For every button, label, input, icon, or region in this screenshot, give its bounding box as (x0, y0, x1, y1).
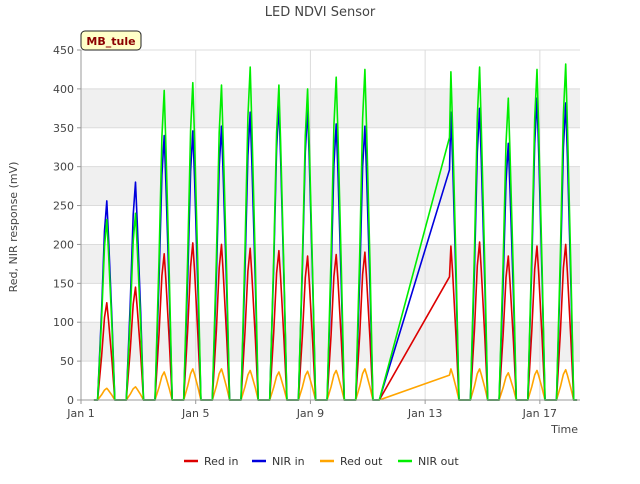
x-tick-label: Jan 17 (522, 407, 557, 420)
series-line-red-out (93, 368, 578, 401)
y-tick-label: 250 (53, 200, 74, 213)
y-tick-labels: 0 50 100 150 200 250 300 350 400 450 (53, 44, 81, 407)
y-tick-label: 0 (67, 394, 74, 407)
plot-band (81, 88, 580, 128)
x-tick-labels: Jan 1 Jan 5 Jan 9 Jan 13 Jan 17 (66, 400, 557, 420)
chart-title: LED NDVI Sensor (265, 5, 376, 20)
series-lines (93, 63, 578, 401)
legend-label: NIR in (272, 455, 305, 468)
legend-label: Red out (340, 455, 383, 468)
series-line-nir-out (93, 63, 578, 401)
legend: Red in NIR in Red out NIR out (184, 455, 459, 468)
axes (80, 50, 580, 401)
y-tick-label: 100 (53, 316, 74, 329)
x-tick-label: Jan 1 (66, 407, 94, 420)
station-badge-box (80, 30, 142, 51)
series-line-red-in (93, 241, 578, 401)
legend-label: NIR out (418, 455, 459, 468)
x-tick-label: Jan 5 (181, 407, 209, 420)
y-tick-label: 50 (60, 355, 74, 368)
series-line-nir-in (93, 97, 578, 401)
y-tick-label: 400 (53, 83, 74, 96)
plot-band (81, 166, 580, 206)
y-tick-label: 200 (53, 238, 74, 251)
grid-lines (80, 49, 580, 401)
y-tick-label: 350 (53, 122, 74, 135)
station-badge: MB_tule (80, 30, 142, 51)
y-axis-label: Red, NIR response (mV) (7, 162, 20, 293)
station-badge-label: MB_tule (86, 35, 135, 48)
y-tick-label: 450 (53, 44, 74, 57)
x-tick-label: Jan 9 (296, 407, 324, 420)
x-tick-label: Jan 13 (407, 407, 442, 420)
legend-label: Red in (204, 455, 238, 468)
y-tick-label: 150 (53, 277, 74, 290)
x-axis-label: Time (550, 423, 578, 436)
y-tick-label: 300 (53, 161, 74, 174)
